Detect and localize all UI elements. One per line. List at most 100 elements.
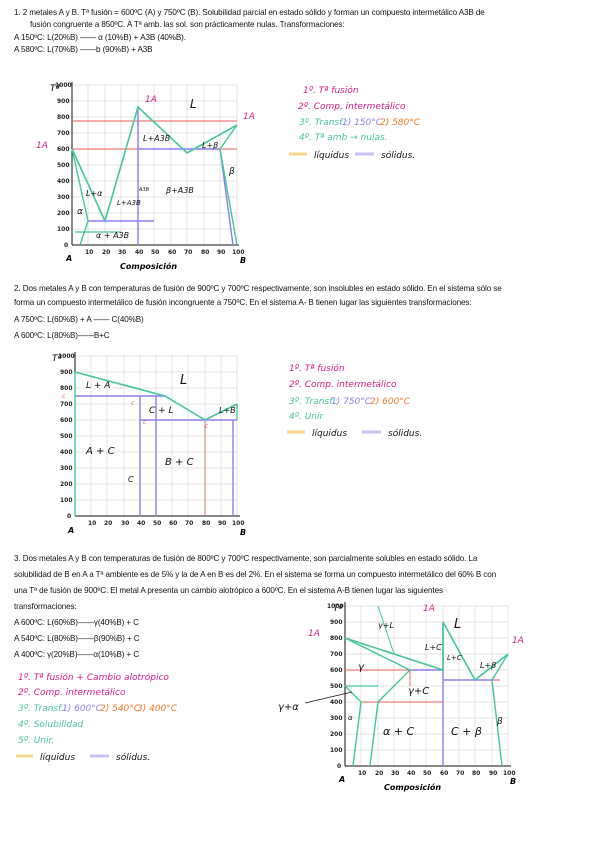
p3-note-3: 3º. Transf.: — [18, 704, 67, 714]
p2-ytick: 500 — [60, 433, 73, 440]
p1-line-1: 1. 2 metales A y B. Tª fusión = 600ºC (A… — [14, 8, 485, 17]
p3-note-5: 5º. Unir. — [18, 736, 54, 746]
p1-arrow-label-a: 1A — [36, 141, 48, 151]
p3-ytick: 800 — [330, 635, 343, 642]
p1-end-b: B — [240, 256, 246, 265]
p2-region-c: C — [128, 475, 134, 484]
p2-ytick: 1000 — [58, 353, 75, 360]
p2-line-3: A 750ºC: L(60%B) + A —— C(40%B) — [14, 315, 144, 324]
p3-region-c-beta: C + β — [451, 725, 482, 738]
p2-xtick: 20 — [104, 520, 112, 527]
p2-region-b-c: B + C — [165, 457, 194, 468]
p1-note-2: 2º. Comp. intermetálico — [298, 102, 406, 112]
p1-region-beta: β — [228, 167, 235, 177]
p1-line-4: A 580ºC: L(70%B) ——b (90%B) + A3B — [14, 45, 153, 54]
p3-xtick: 70 — [456, 770, 464, 777]
p3-note-3c: 3) 400°C — [137, 704, 178, 714]
p1-xtick: 100 — [232, 249, 245, 256]
p3-arrow-label-a: 1A — [308, 629, 320, 639]
p3-region-l: L — [454, 617, 461, 632]
p1-ytick: 500 — [57, 162, 70, 169]
p3-ytick: 1000 — [327, 603, 344, 610]
p1-x-title: Composición — [120, 261, 177, 271]
p2-line-2: forma un compuesto intermetálico de fusi… — [14, 298, 472, 307]
p1-legend-liquidus: líquidus — [314, 151, 349, 161]
p2-end-b: B — [240, 528, 246, 537]
p1-y-tick-labels: 1000 900 800 700 600 500 400 300 200 100… — [55, 82, 72, 249]
p1-line-3: A 150ºC: L(20%B) —— α (10%B) + A3B (40%B… — [14, 33, 186, 42]
p2-y-tick-labels: 1000 900 800 700 600 500 400 300 200 100… — [58, 353, 75, 520]
p3-xtick: 20 — [375, 770, 383, 777]
p3-region-beta: β — [496, 717, 503, 727]
p2-ytick: 600 — [60, 417, 73, 424]
p1-region-alpha: α — [77, 207, 83, 217]
p1-y-title: Tª — [50, 84, 60, 94]
p1-note-3: 3º. Transf.: — [299, 118, 348, 128]
p3-legend-liquidus: líquidus — [40, 753, 75, 763]
p3-note-3b: 2) 540°C — [100, 704, 141, 714]
p2-line-4: A 600ºC: L(80%B)——B+C — [14, 331, 110, 340]
p3-alpha-boundary — [344, 685, 362, 767]
p2-point-c-b: c — [131, 400, 135, 407]
p2-ytick: 400 — [60, 449, 73, 456]
p2-ytick: 100 — [60, 497, 73, 504]
p3-arrow-label-b: 1A — [512, 636, 524, 646]
p3-region-gamma: γ — [358, 662, 365, 673]
p1-note-3a: 1) 150°C — [342, 118, 383, 128]
p2-xtick: 10 — [88, 520, 96, 527]
p2-y-title: Tª — [52, 354, 62, 364]
p3-y-title: Tª — [333, 604, 343, 614]
p3-region-alpha: α — [348, 714, 353, 722]
p2-ytick: 300 — [60, 465, 73, 472]
p3-ytick: 900 — [330, 619, 343, 626]
p2-xtick: 40 — [137, 520, 145, 527]
p1-ytick: 800 — [57, 114, 70, 121]
p1-region-a3b: A3B — [138, 187, 150, 193]
p3-region-gamma-c: γ+C — [408, 686, 429, 697]
p3-xtick: 30 — [391, 770, 399, 777]
p3-region-l-c-2: L+C — [447, 654, 462, 662]
p3-liquidus — [344, 621, 509, 682]
p1-note-3b: 2) 580°C — [380, 118, 421, 128]
p1-region-l-a3b-2: L+A3B — [117, 199, 141, 207]
p3-region-l-c: L+C — [425, 643, 442, 652]
p1-xtick: 60 — [168, 249, 176, 256]
p3-ytick: 200 — [330, 731, 343, 738]
p3-end-a: A — [338, 775, 345, 784]
p3-side-pointer — [304, 691, 353, 704]
p1-ytick: 0 — [64, 242, 68, 249]
p3-xtick: 10 — [358, 770, 366, 777]
p1-liquidus-right — [219, 124, 238, 246]
p1-end-a: A — [65, 254, 72, 263]
p1-region-b-a3b: β+A3B — [165, 186, 194, 195]
p1-liquidus-left — [71, 148, 89, 246]
p2-note-2: 2º. Comp. intermetálico — [289, 380, 397, 390]
p1-region-l-b: L+β — [202, 141, 218, 150]
p1-arrow-label-b: 1A — [243, 112, 255, 122]
p1-xtick: 30 — [118, 249, 126, 256]
p3-ytick: 0 — [337, 763, 341, 770]
p2-note-3b: 2) 600°C — [370, 397, 411, 407]
p3-ytick: 300 — [330, 715, 343, 722]
p1-xtick: 20 — [102, 249, 110, 256]
p2-ytick: 700 — [60, 401, 73, 408]
p3-note-1: 1º. Tª fusión + Cambio alotrópico — [18, 672, 169, 683]
p3-xtick: 60 — [440, 770, 448, 777]
p3-line-3: una Tª de fusión de 900ºC. El metal A pr… — [14, 586, 443, 595]
p3-xtick: 50 — [423, 770, 431, 777]
p3-line-5: A 600ºC: L(60%B)——γ(40%B) + C — [14, 618, 139, 627]
p3-note-2: 2º. Comp. intermetálico — [18, 688, 126, 698]
p2-note-3: 3º. Transf.: — [289, 397, 338, 407]
p2-region-l-a: L + A — [86, 381, 110, 391]
p1-xtick: 40 — [135, 249, 143, 256]
p1-ytick: 100 — [57, 226, 70, 233]
p2-xtick: 100 — [232, 520, 245, 527]
p1-arrow-label-c: 1A — [145, 95, 157, 105]
p2-xtick: 30 — [121, 520, 129, 527]
p3-line-2: solubilidad de B en A a Tª ambiente es d… — [14, 570, 497, 579]
p2-xtick: 60 — [169, 520, 177, 527]
p1-ytick: 1000 — [55, 82, 72, 89]
p2-xtick: 80 — [202, 520, 210, 527]
